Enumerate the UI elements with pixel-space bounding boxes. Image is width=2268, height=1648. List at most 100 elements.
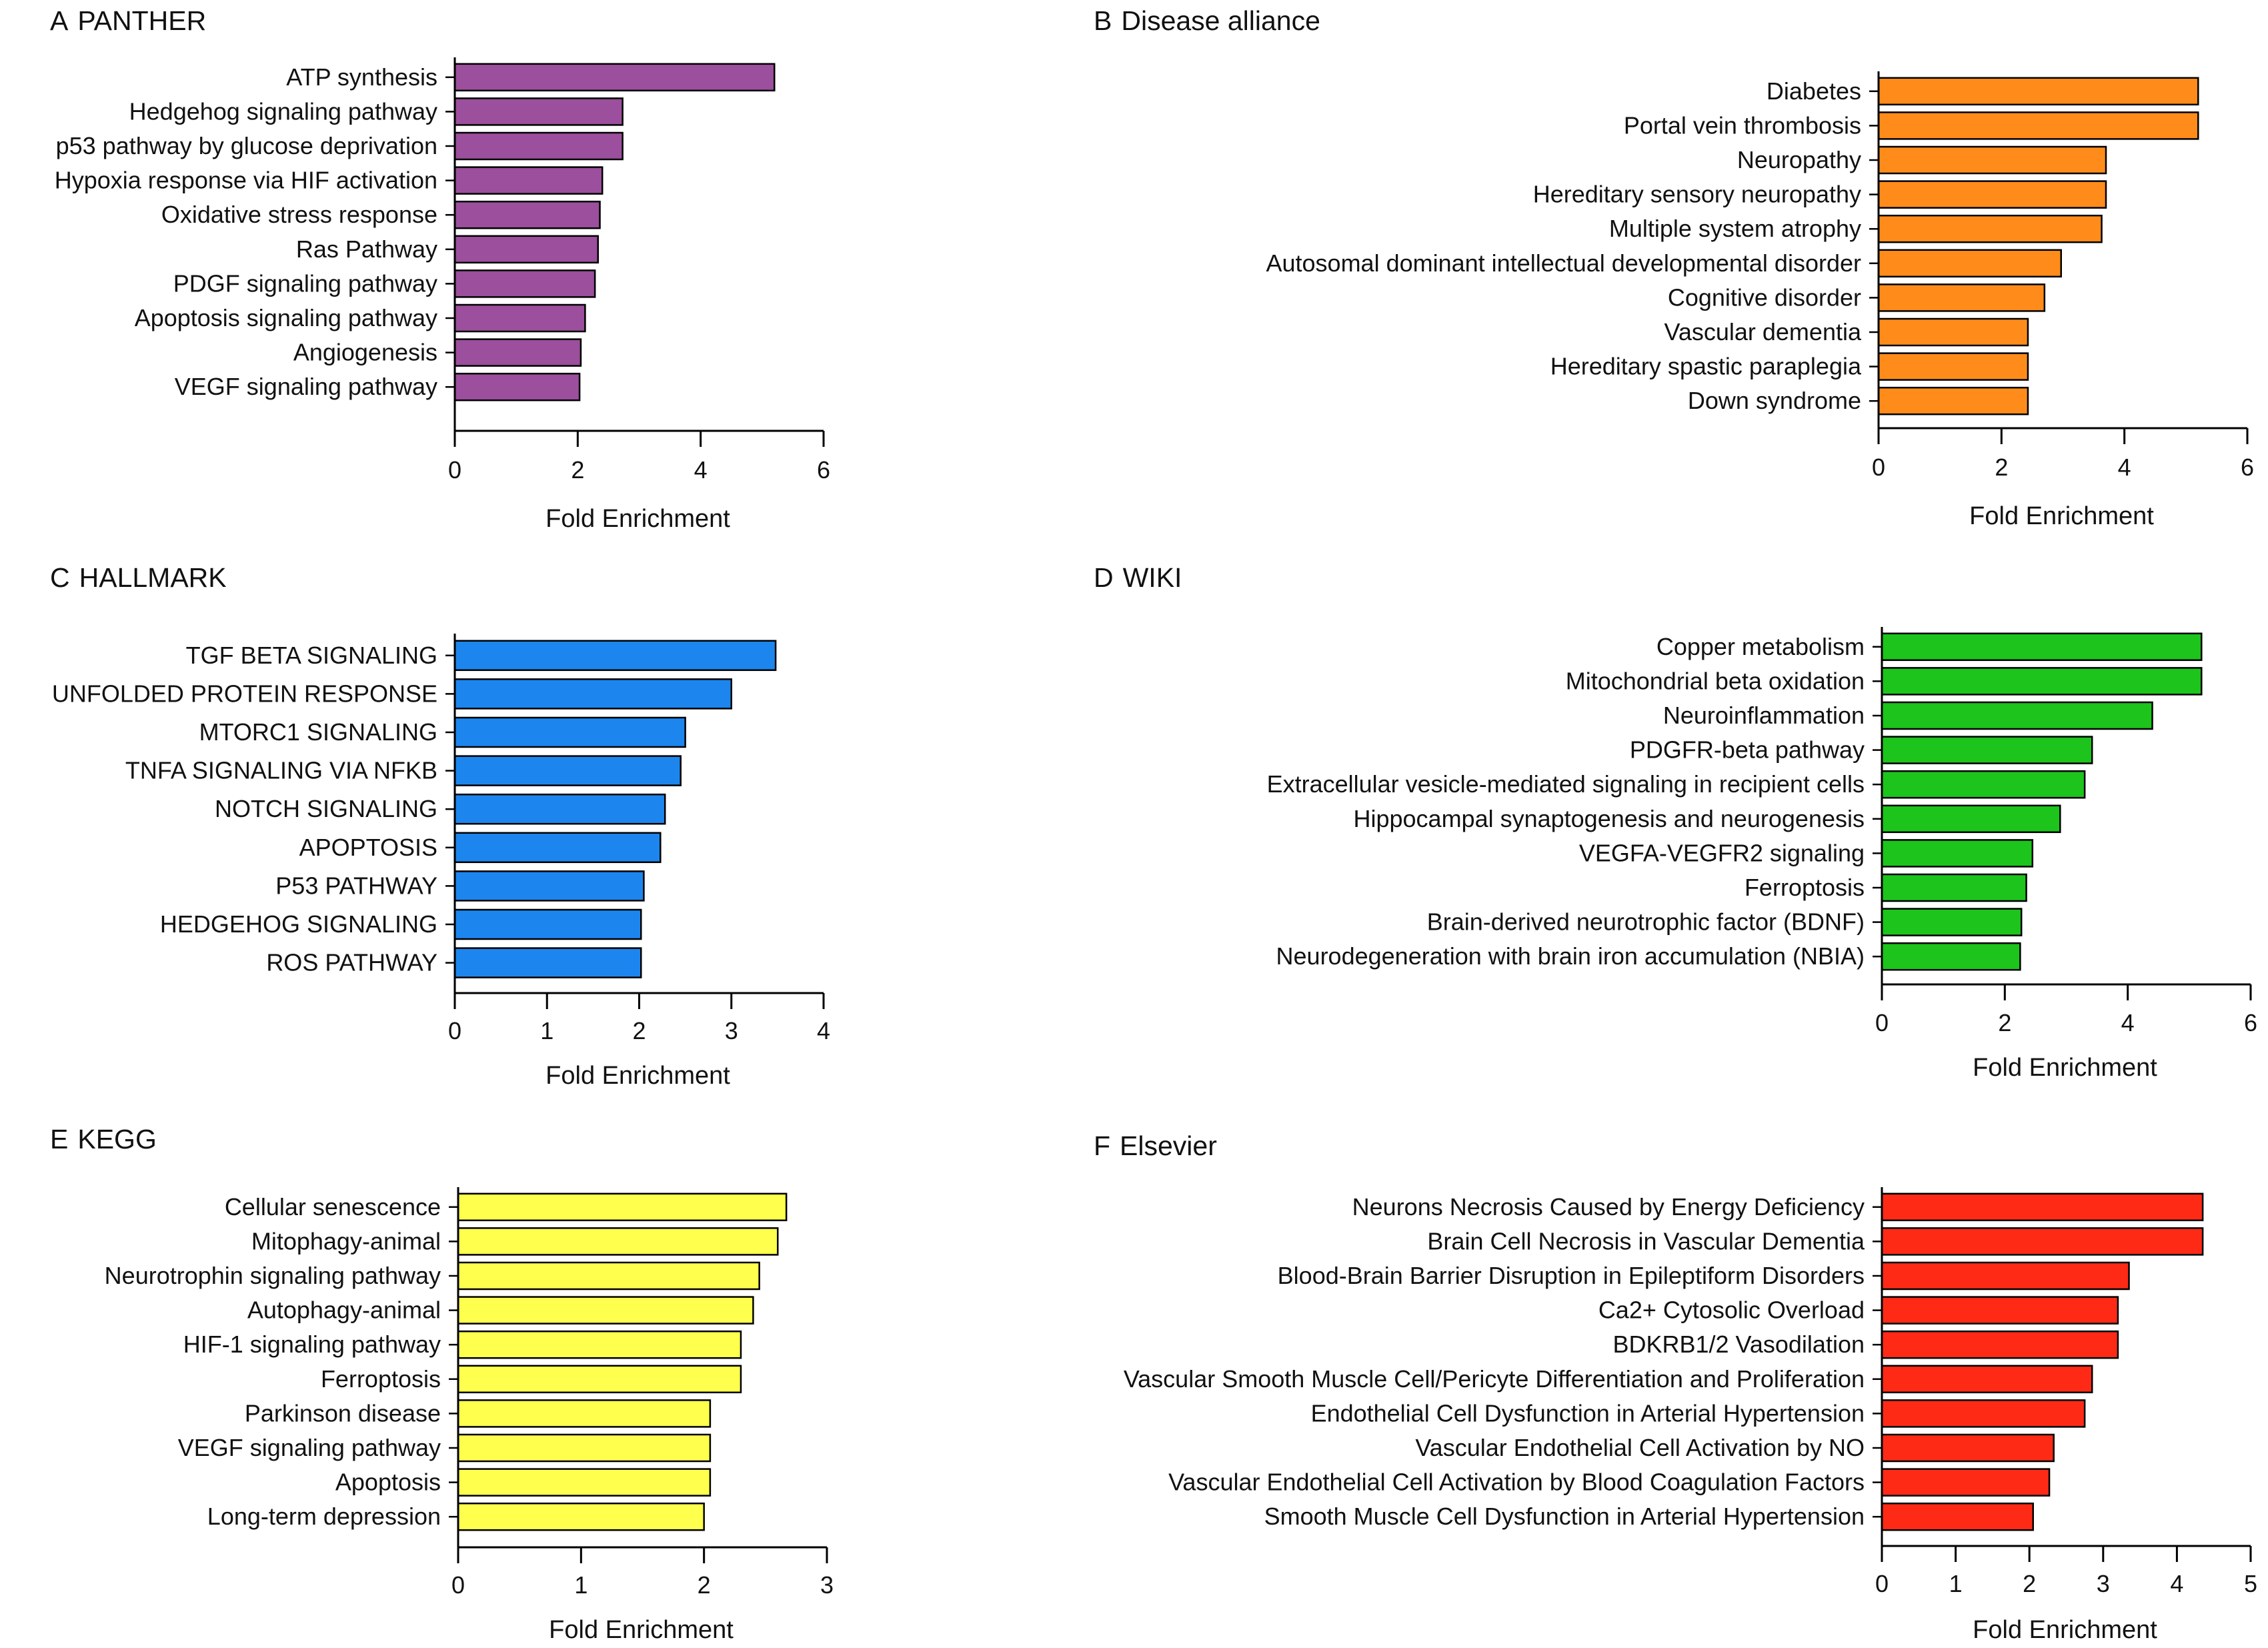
bar: [1881, 873, 2027, 902]
category-label: Smooth Muscle Cell Dysfunction in Arteri…: [1264, 1503, 1865, 1530]
x-tick-label: 4: [2118, 454, 2131, 481]
x-tick-label: 2: [571, 456, 584, 484]
bar: [1881, 1399, 2086, 1428]
category-label: Parkinson disease: [245, 1399, 441, 1427]
category-label: Brain-derived neurotrophic factor (BDNF): [1427, 908, 1865, 936]
panel-name: PANTHER: [77, 5, 206, 36]
panel-title: E KEGG: [50, 1124, 157, 1154]
panel-b: B Disease alliance Diabetes Portal vein thr…: [1094, 5, 2254, 530]
bar: [1877, 214, 2103, 243]
bar: [1881, 1468, 2051, 1497]
x-tick-label: 4: [694, 456, 708, 484]
x-tick-label: 6: [2241, 454, 2254, 481]
bar: [453, 269, 596, 298]
category-label: UNFOLDED PROTEIN RESPONSE: [52, 680, 437, 707]
bar: [457, 1192, 788, 1222]
x-tick-label: 4: [2121, 1009, 2135, 1036]
bar: [453, 755, 682, 786]
bar: [1877, 145, 2107, 175]
bar: [1881, 1192, 2204, 1222]
category-label: Vascular dementia: [1664, 318, 1862, 345]
x-tick-label: 4: [2170, 1570, 2183, 1597]
bar: [1881, 1502, 2034, 1531]
x-tick-label: 1: [540, 1017, 553, 1044]
bar: [1877, 77, 2199, 106]
bar: [453, 678, 732, 710]
panel-letter: D: [1094, 562, 1114, 593]
x-tick-label: 0: [1875, 1570, 1889, 1597]
bar: [1881, 770, 2086, 799]
bar: [453, 235, 599, 264]
category-label: VEGF signaling pathway: [178, 1434, 441, 1461]
bar: [1881, 1365, 2093, 1394]
category-label: Blood-Brain Barrier Disruption in Epilep…: [1278, 1262, 1865, 1289]
bar: [457, 1468, 712, 1497]
bar: [1881, 908, 2023, 936]
bar: [457, 1261, 760, 1291]
category-label: ROS PATHWAY: [266, 949, 437, 976]
bar: [453, 200, 601, 229]
bar: [1877, 352, 2029, 381]
category-label: Extracellular vesicle-mediated signaling…: [1267, 770, 1865, 798]
category-label: Mitophagy-animal: [251, 1227, 441, 1255]
x-tick-label: 6: [2244, 1009, 2257, 1036]
category-label: P53 PATHWAY: [275, 872, 437, 899]
bar: [457, 1296, 754, 1325]
x-tick-label: 4: [817, 1017, 830, 1044]
panel-letter: A: [50, 5, 69, 36]
bar: [453, 63, 776, 92]
category-label: HEDGEHOG SIGNALING: [160, 910, 437, 938]
panel-letter: F: [1094, 1130, 1110, 1161]
bar: [1881, 1330, 2119, 1359]
category-label: Hypoxia response via HIF activation: [55, 167, 437, 194]
x-tick-label: 2: [1995, 454, 2008, 481]
category-label: PDGF signaling pathway: [173, 269, 437, 297]
bar: [457, 1227, 779, 1256]
category-label: Apoptosis: [335, 1469, 441, 1496]
category-label: Hereditary spastic paraplegia: [1550, 353, 1862, 380]
category-label: Autosomal dominant intellectual developm…: [1266, 249, 1861, 277]
x-axis-title: Fold Enrichment: [545, 505, 730, 533]
bar: [1877, 249, 2062, 278]
bar: [1877, 111, 2199, 140]
bar: [453, 947, 642, 978]
bar: [1881, 839, 2034, 868]
x-tick-label: 1: [574, 1571, 588, 1599]
panel-title: C HALLMARK: [50, 562, 227, 593]
bar: [457, 1330, 742, 1359]
bar: [1877, 386, 2029, 416]
x-axis-title: Fold Enrichment: [549, 1616, 734, 1644]
x-tick-label: 6: [817, 456, 830, 484]
category-label: Long-term depression: [207, 1503, 441, 1530]
category-label: VEGF signaling pathway: [175, 373, 437, 400]
panel-title: F Elsevier: [1094, 1130, 1217, 1161]
panel-name: HALLMARK: [79, 562, 227, 593]
panel-title: B Disease alliance: [1094, 5, 1320, 36]
bar: [1881, 1227, 2204, 1256]
category-label: NOTCH SIGNALING: [215, 795, 437, 822]
bar: [453, 908, 642, 940]
x-tick-label: 5: [2244, 1570, 2257, 1597]
x-tick-label: 3: [820, 1571, 834, 1599]
category-label: Hippocampal synaptogenesis and neurogene…: [1353, 805, 1865, 832]
x-axis-title: Fold Enrichment: [1969, 502, 2154, 530]
category-label: Oxidative stress response: [161, 201, 437, 228]
x-tick-label: 0: [451, 1571, 465, 1599]
category-label: Mitochondrial beta oxidation: [1566, 667, 1865, 694]
category-label: APOPTOSIS: [299, 834, 437, 861]
category-label: TNFA SIGNALING VIA NFKB: [125, 757, 437, 784]
panel-name: WIKI: [1123, 562, 1182, 593]
bar: [453, 166, 604, 195]
bar: [1881, 632, 2203, 662]
category-label: Vascular Endothelial Cell Activation by …: [1415, 1434, 1865, 1461]
x-tick-label: 3: [725, 1017, 738, 1044]
x-tick-label: 3: [2097, 1570, 2110, 1597]
panel-name: Elsevier: [1120, 1130, 1217, 1161]
category-label: Neurotrophin signaling pathway: [105, 1262, 441, 1289]
category-label: Down syndrome: [1688, 387, 1861, 414]
category-label: Angiogenesis: [293, 339, 437, 366]
panel-a: A PANTHER ATP synthesis Hedgehog signaling …: [50, 5, 830, 533]
panel-title: D WIKI: [1094, 562, 1182, 593]
category-label: Neuropathy: [1737, 146, 1861, 173]
bar: [453, 640, 777, 672]
